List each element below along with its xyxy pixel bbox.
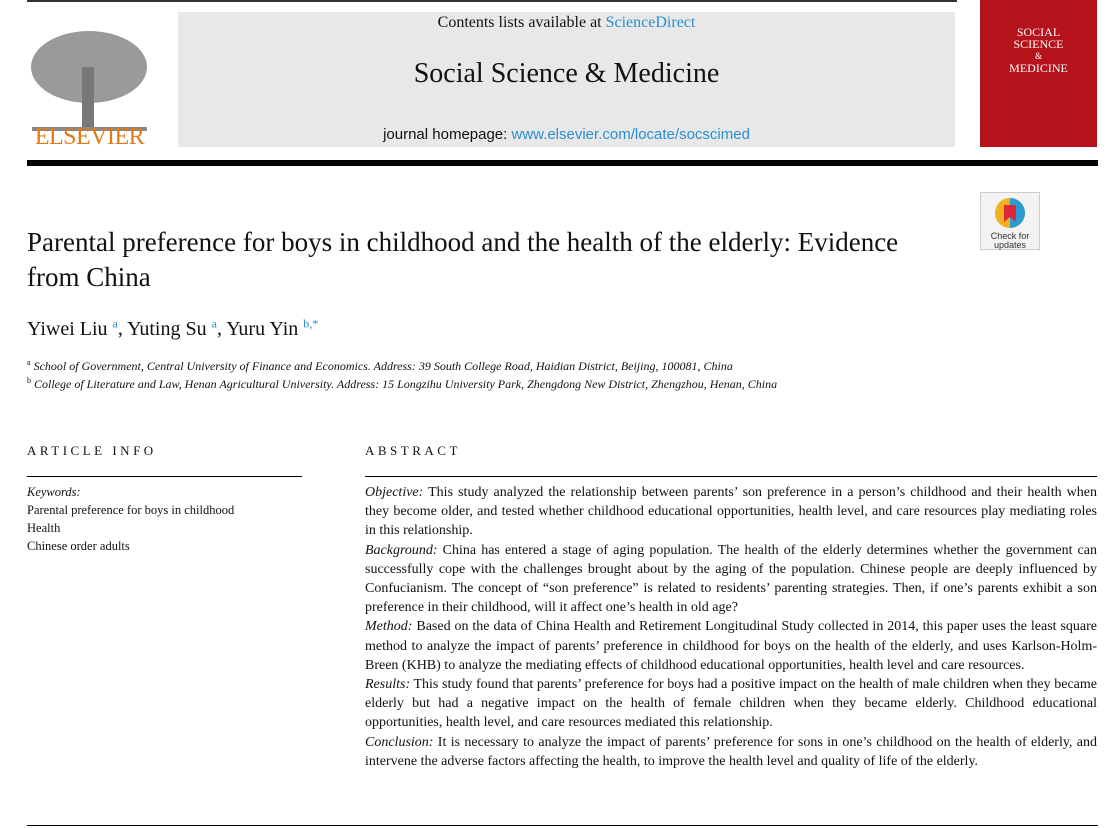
check-for-updates-button[interactable]: Check for updates bbox=[980, 192, 1040, 250]
author[interactable]: Yuting Su a bbox=[127, 316, 217, 340]
affiliation: b College of Literature and Law, Henan A… bbox=[27, 376, 778, 391]
journal-cover: SOCIAL SCIENCE & MEDICINE bbox=[980, 0, 1097, 147]
keywords-label: Keywords: bbox=[27, 485, 81, 499]
cover-line: SCIENCE bbox=[1013, 37, 1064, 51]
cover-line: SOCIAL bbox=[1016, 25, 1061, 39]
abstract-conclusion: Conclusion: It is necessary to analyze t… bbox=[365, 734, 1097, 769]
journal-title: Social Science & Medicine bbox=[413, 58, 720, 89]
elsevier-tree-logo bbox=[31, 31, 147, 131]
sciencedirect-link[interactable]: ScienceDirect bbox=[605, 14, 696, 31]
divider bbox=[365, 476, 1097, 477]
author[interactable]: Yiwei Liu a bbox=[27, 316, 118, 340]
article-title: Parental preference for boys in childhoo… bbox=[27, 227, 899, 292]
homepage-prefix: journal homepage: bbox=[383, 126, 512, 143]
keywords: Keywords: Parental preference for boys i… bbox=[27, 483, 234, 555]
bottom-rule bbox=[27, 825, 1098, 826]
divider bbox=[27, 476, 302, 477]
affiliation: a School of Government, Central Universi… bbox=[27, 358, 733, 373]
abstract-objective: Objective: This study analyzed the relat… bbox=[365, 485, 1097, 539]
article-info-heading: ARTICLE INFO bbox=[27, 443, 157, 458]
check-updates-line: Check for bbox=[990, 231, 1030, 241]
bookmark-icon bbox=[995, 198, 1025, 228]
abstract-method: Method: Based on the data of China Healt… bbox=[365, 619, 1097, 673]
keyword: Parental preference for boys in childhoo… bbox=[27, 503, 235, 517]
cover-line: MEDICINE bbox=[1009, 61, 1068, 75]
cover-line: & bbox=[1034, 51, 1042, 61]
abstract-body: Objective: This study analyzed the relat… bbox=[365, 483, 1097, 771]
abstract-results: Results: This study found that parents’ … bbox=[365, 677, 1097, 731]
keyword: Chinese order adults bbox=[27, 539, 130, 553]
homepage-line: journal homepage: www.elsevier.com/locat… bbox=[178, 126, 955, 143]
top-rule bbox=[27, 0, 957, 2]
abstract-background: Background: China has entered a stage of… bbox=[365, 542, 1097, 616]
journal-header-band: Contents lists available at ScienceDirec… bbox=[178, 12, 955, 147]
check-updates-line: updates bbox=[993, 240, 1027, 250]
keyword: Health bbox=[27, 521, 61, 535]
author[interactable]: Yuru Yin b,* bbox=[226, 316, 319, 340]
abstract-heading: ABSTRACT bbox=[365, 443, 461, 458]
elsevier-wordmark: ELSEVIER bbox=[34, 124, 145, 150]
homepage-link[interactable]: www.elsevier.com/locate/socscimed bbox=[511, 126, 750, 143]
author-list: Yiwei Liu a, Yuting Su a, Yuru Yin b,* bbox=[27, 316, 319, 340]
header-rule bbox=[27, 160, 1098, 166]
contents-prefix: Contents lists available at bbox=[437, 14, 606, 31]
contents-line: Contents lists available at ScienceDirec… bbox=[178, 14, 955, 32]
